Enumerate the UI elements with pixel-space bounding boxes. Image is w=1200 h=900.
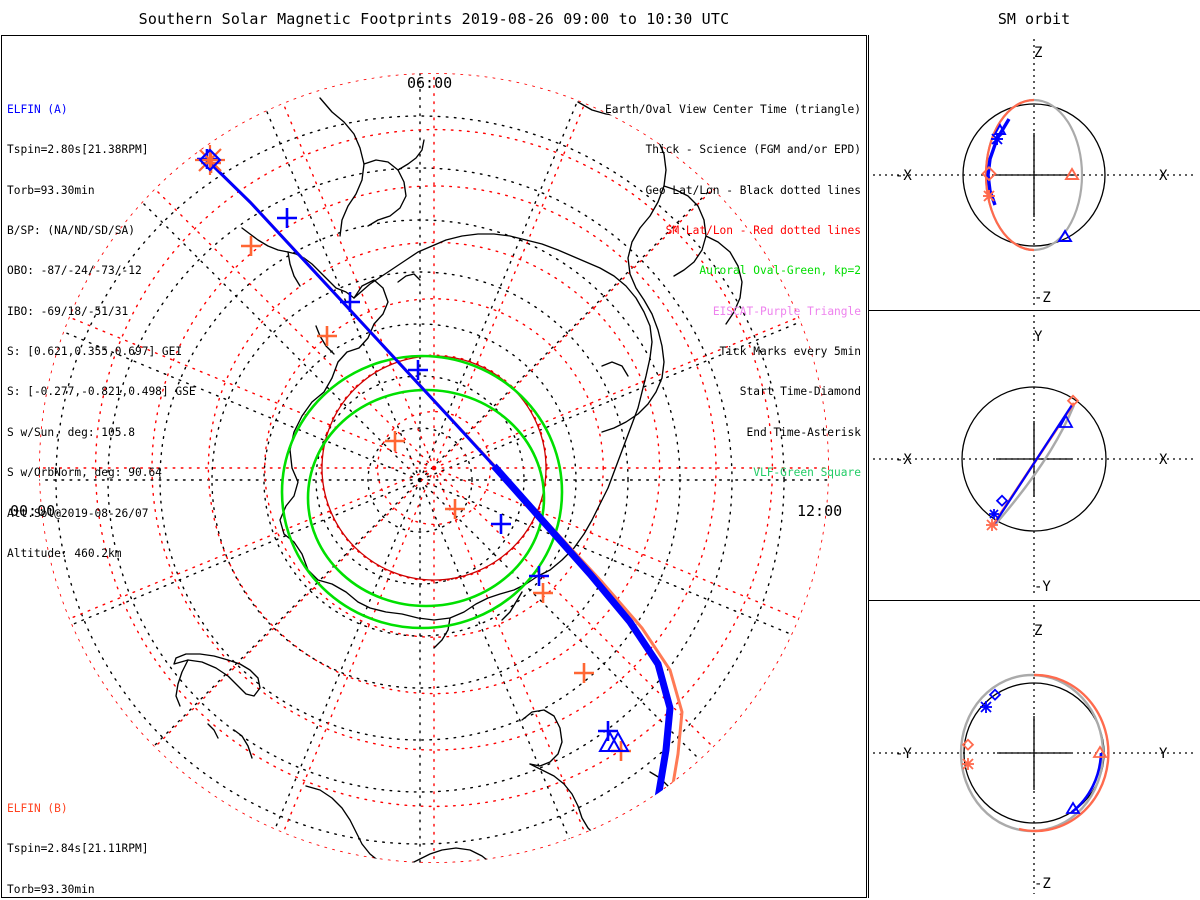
elfin-a-track-science	[491, 463, 674, 837]
sm-orbit-panel: Z -Z -X X	[868, 35, 1200, 898]
orbit-yz-axis-left: -Y	[895, 746, 912, 762]
orbit-xy-axis-bottom: -Y	[1034, 579, 1051, 595]
mlt-label-dawn: 06:00	[407, 74, 453, 92]
elfin-a-line-10: Altitude: 460.2km	[7, 546, 122, 560]
view-center-triangles	[598, 730, 630, 752]
polar-footprint-panel: ELFIN (A) Tspin=2.80s[21.38RPM] Torb=93.…	[1, 35, 867, 898]
elfin-b-info-block: ELFIN (B) Tspin=2.84s[21.11RPM] Torb=93.…	[7, 775, 202, 897]
start-end-markers	[195, 145, 225, 175]
legend-item-1: Thick - Science (FGM and/or EPD)	[645, 143, 861, 157]
legend-item-3: SM Lat/Lon - Red dotted lines	[665, 223, 861, 237]
polar-plot-svg	[39, 73, 829, 863]
elfin-a-line-2: B/SP: (NA/ND/SD/SA)	[7, 223, 135, 237]
elfin-b-line-1: Torb=93.30min	[7, 882, 95, 896]
elfin-a-line-6: S: [-0.277,-0.821,0.498] GSE	[7, 385, 196, 399]
elfin-a-line-9: Att.Sol@2019-08-26/07	[7, 506, 149, 520]
orbit-xz-axis-right: X	[1159, 168, 1168, 184]
orbit-xy-axis-top: Y	[1034, 329, 1043, 345]
legend-item-5: EISCAT-Purple Triangle	[712, 304, 861, 318]
elfin-a-line-5: S: [0.621,0.355,0.697] GEI	[7, 345, 183, 359]
legend-item-6: Tick Marks every 5min	[719, 345, 861, 359]
elfin-a-label: ELFIN (A)	[7, 102, 68, 116]
orbit-xy-axis-right: X	[1159, 452, 1168, 468]
orbit-yz-axis-right: Y	[1159, 746, 1168, 762]
orbit-panel-title: SM orbit	[997, 10, 1071, 28]
mlt-label-noon: 12:00	[797, 502, 843, 520]
orbit-xz-axis-top: Z	[1034, 45, 1042, 61]
geo-meridian-lines	[39, 73, 829, 863]
elfin-a-info-block: ELFIN (A) Tspin=2.80s[21.38RPM] Torb=93.…	[7, 76, 196, 587]
orbit-yz-axis-bottom: -Z	[1034, 876, 1051, 892]
legend-block: Earth/Oval View Center Time (triangle) T…	[605, 76, 861, 507]
credits-block: Tsyganenko-1996 Created: Wed Jan 25 15:0…	[678, 893, 866, 897]
legend-item-9: VLF-Green Square	[753, 466, 861, 480]
orbit-xy-axis-left: -X	[895, 452, 912, 468]
elfin-a-line-4: IBO: -69/18/-51/31	[7, 304, 129, 318]
elfin-a-line-0: Tspin=2.80s[21.38RPM]	[7, 143, 149, 157]
legend-item-7: Start Time-Diamond	[739, 385, 861, 399]
orbit-view-xy: Y -Y -X X	[869, 310, 1200, 600]
elfin-b-tick-marks	[201, 153, 675, 829]
elfin-a-line-1: Torb=93.30min	[7, 183, 95, 197]
orbit-view-xz: Z -Z -X X	[869, 35, 1200, 310]
elfin-a-line-7: S w/Sun, deg: 105.8	[7, 425, 135, 439]
sm-meridian-lines	[39, 73, 829, 863]
mlt-label-midnight: 00:00	[10, 502, 56, 520]
elfin-b-label: ELFIN (B)	[7, 801, 68, 815]
elfin-b-line-0: Tspin=2.84s[21.11RPM]	[7, 842, 149, 856]
elfin-a-line-3: OBO: -87/-24/-73/-12	[7, 264, 142, 278]
orbit-xz-axis-left: -X	[895, 168, 912, 184]
legend-item-0: Earth/Oval View Center Time (triangle)	[605, 102, 861, 116]
page-title: Southern Solar Magnetic Footprints 2019-…	[138, 10, 730, 28]
orbit-yz-axis-top: Z	[1034, 623, 1042, 639]
legend-item-8: End Time-Asterisk	[746, 425, 861, 439]
orbit-view-yz: Z -Z -Y Y	[869, 600, 1200, 898]
elfin-a-line-8: S w/OrbNorm, deg: 90.64	[7, 466, 162, 480]
legend-item-4: Auroral Oval-Green, kp=2	[699, 264, 861, 278]
orbit-xz-axis-bottom: -Z	[1034, 290, 1051, 306]
legend-item-2: Geo Lat/Lon - Black dotted lines	[645, 183, 861, 197]
